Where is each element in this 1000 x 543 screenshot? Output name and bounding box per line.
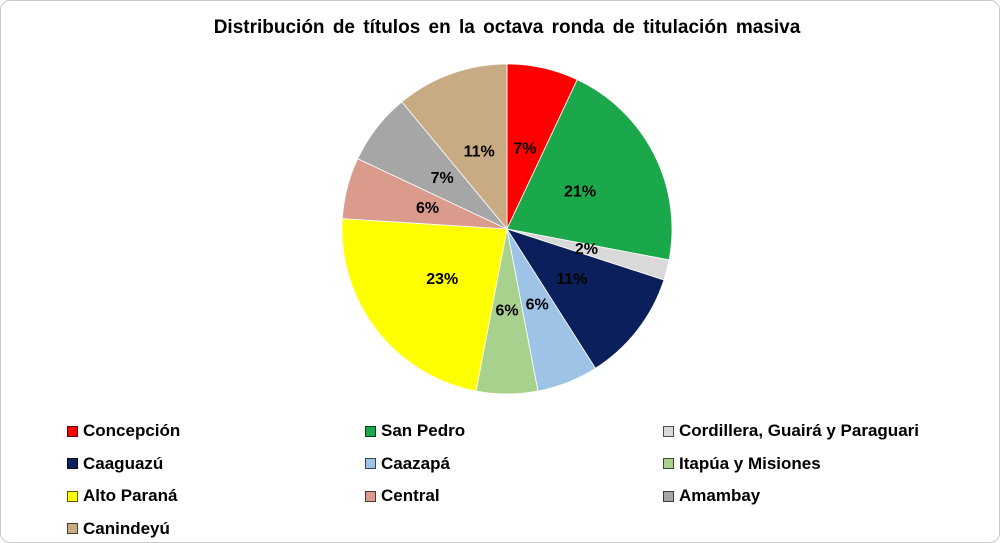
legend-label: San Pedro: [381, 421, 466, 440]
legend-label: Central: [381, 486, 440, 506]
legend-marker: [663, 490, 674, 502]
legend-label: Amambay: [679, 486, 761, 506]
data-label-san-pedro: 21%: [564, 183, 596, 200]
data-label-amambay: 7%: [431, 170, 454, 187]
legend-item-san-pedro: San Pedro: [365, 419, 663, 443]
legend-item-caazapa: Caazapá: [365, 452, 663, 476]
legend-label: Canindeyú: [83, 518, 170, 538]
pie-slice-canindeyu: [401, 63, 508, 231]
legend-marker: [67, 523, 78, 535]
legend-label: Alto Paraná: [83, 486, 178, 506]
legend-marker: [365, 425, 376, 437]
data-label-concepcion: 7%: [513, 140, 536, 157]
pie-data-labels: 7% 21% 2% 11% 6% 6% 23% 6% 7% 11%: [416, 140, 598, 319]
legend-marker: [67, 490, 78, 502]
data-label-central: 6%: [416, 200, 439, 217]
pie-slice-san-pedro: [506, 79, 673, 261]
data-label-canindeyu: 11%: [464, 143, 495, 160]
pie-slices: [341, 63, 673, 395]
pie-chart: 7% 21% 2% 11% 6% 6% 23% 6% 7% 11%: [341, 63, 673, 395]
data-label-caaguazu: 11%: [556, 271, 587, 288]
pie-slice-caaguazu: [506, 228, 665, 369]
legend-marker: [663, 458, 674, 470]
legend-item-central: Central: [365, 484, 663, 508]
legend-item-itapua-y-misiones: Itapúa y Misiones: [663, 452, 963, 476]
legend-marker: [67, 425, 78, 437]
data-label-caazapa: 6%: [526, 297, 549, 314]
legend-label: Caaguazú: [83, 453, 164, 473]
legend-item-caaguazu: Caaguazú: [67, 452, 365, 476]
legend-marker: [67, 458, 78, 470]
legend-item-alto-parana: Alto Paraná: [67, 484, 365, 508]
legend-item-canindeyu: Canindeyú: [67, 517, 365, 541]
legend-item-cordillera-guaira-y-paraguari: Cordillera, Guairá y Paraguari: [663, 419, 963, 443]
data-label-cordillera-guaira-y-paraguari: 2%: [575, 241, 598, 258]
legend-label: Cordillera, Guairá y Paraguari: [679, 421, 919, 440]
legend-label: Concepción: [83, 421, 181, 440]
legend-label: Itapúa y Misiones: [679, 453, 821, 473]
legend-label: Caazapá: [381, 453, 450, 473]
pie-slice-alto-parana: [341, 218, 508, 392]
legend-marker: [365, 458, 376, 470]
legend-marker: [663, 425, 674, 437]
data-label-itapua-y-misiones: 6%: [495, 303, 518, 320]
legend-marker: [365, 490, 376, 502]
legend-item-concepcion: Concepción: [67, 419, 365, 443]
legend-item-amambay: Amambay: [663, 484, 963, 508]
chart-legend: Concepción San Pedro Cordillera, Guairá y …: [67, 419, 963, 541]
chart-title: Distribución de títulos en la octava ron…: [213, 17, 801, 38]
data-label-alto-parana: 23%: [426, 271, 458, 288]
